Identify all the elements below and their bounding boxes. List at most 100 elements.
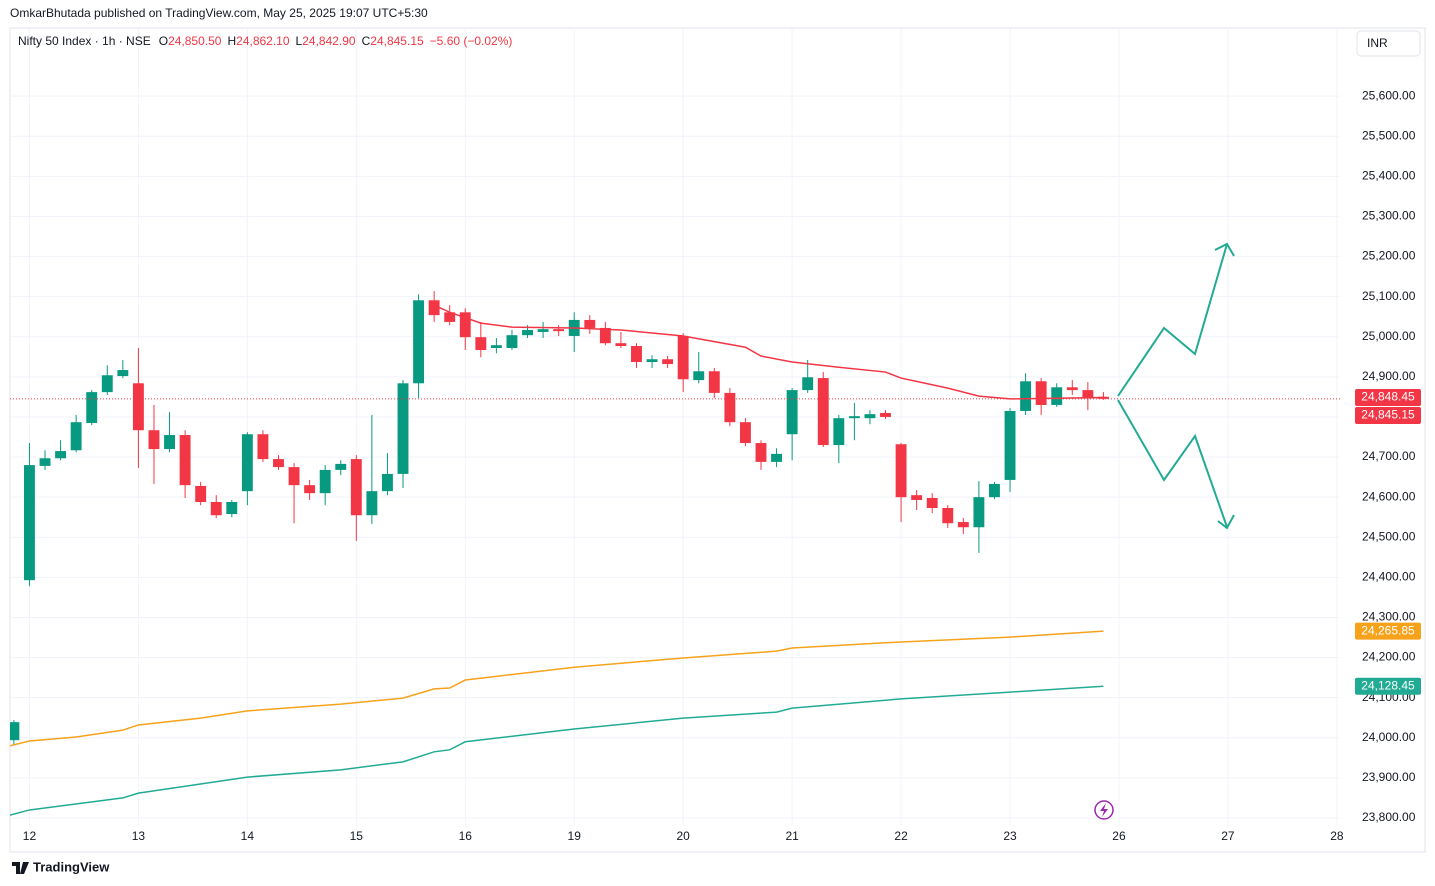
candle-body	[615, 343, 627, 346]
x-tick-label: 15	[350, 829, 364, 843]
candle-body	[381, 473, 393, 492]
x-tick-label: 26	[1112, 829, 1126, 843]
logo: TradingView	[12, 859, 110, 874]
candle-body	[241, 434, 253, 492]
candle-body	[755, 443, 767, 462]
candle-body	[1051, 387, 1063, 405]
candle-body	[444, 312, 456, 322]
x-tick-label: 19	[568, 829, 582, 843]
candle-body	[973, 497, 985, 528]
legend-key: L	[296, 34, 303, 48]
candle-body	[708, 371, 720, 393]
y-tick-label: 24,900.00	[1362, 369, 1416, 383]
candle-body	[101, 375, 113, 393]
y-tick-label: 25,200.00	[1362, 249, 1416, 263]
candle-body	[288, 467, 300, 486]
candle-body	[802, 377, 814, 391]
candle-body	[117, 370, 129, 377]
candle-body	[70, 422, 82, 451]
candle-body	[335, 463, 347, 470]
candle-body	[10, 722, 20, 741]
candle-body	[989, 483, 1000, 498]
candle-body	[366, 491, 378, 516]
candle-body	[39, 458, 51, 466]
candle-body	[1020, 381, 1032, 411]
x-tick-label: 21	[785, 829, 799, 843]
ma-line	[10, 630, 1104, 747]
legend: Nifty 50 Index · 1h · NSE O24,850.50 H24,8…	[18, 34, 512, 48]
price-label: 24,845.15	[1361, 408, 1415, 422]
price-label: 24,848.45	[1361, 390, 1415, 404]
candle-body	[506, 335, 518, 349]
candle-body	[599, 327, 611, 344]
y-tick-label: 24,200.00	[1362, 650, 1416, 664]
y-tick-label: 24,300.00	[1362, 610, 1416, 624]
y-tick-label: 24,000.00	[1362, 730, 1416, 744]
price-label-box	[1355, 677, 1421, 695]
frame	[9, 27, 1426, 853]
candle-body	[895, 444, 907, 498]
candle-body	[911, 495, 923, 500]
y-tick-label: 24,400.00	[1362, 570, 1416, 584]
price-label: 24,128.45	[1361, 678, 1415, 692]
grid	[10, 28, 1340, 826]
candle-body	[319, 469, 331, 494]
candle-body	[164, 435, 175, 450]
y-tick-label: 24,600.00	[1362, 489, 1416, 503]
legend-value: 24,850.50	[168, 34, 222, 48]
candle-body	[584, 319, 596, 328]
currency-button[interactable]: INR	[1356, 30, 1421, 57]
candle-body	[942, 508, 954, 524]
x-tick-label: 13	[132, 829, 146, 843]
candle-body	[226, 501, 238, 515]
x-tick-label: 16	[459, 829, 473, 843]
plot	[10, 242, 1340, 816]
publisher: OmkarBhutada published on TradingView.co…	[10, 6, 428, 20]
candle-body	[132, 383, 144, 431]
candle-body	[195, 485, 207, 502]
candle-body	[257, 434, 269, 460]
x-tick-label: 12	[23, 829, 37, 843]
candle-body	[693, 371, 705, 381]
candle-body	[739, 422, 751, 444]
legend-value: 24,845.15	[370, 34, 424, 48]
y-tick-label: 23,900.00	[1362, 770, 1416, 784]
candle-body	[179, 435, 191, 486]
candle-body	[848, 416, 860, 419]
candle-body	[631, 345, 642, 363]
x-tick-label: 22	[894, 829, 908, 843]
candle-body	[148, 430, 160, 450]
candle-body	[350, 459, 362, 516]
candle-body	[677, 335, 689, 380]
candle-body	[553, 329, 565, 332]
candle-body	[273, 459, 284, 468]
x-tick-label: 28	[1330, 829, 1344, 843]
candle-body	[771, 453, 783, 462]
candle-body	[24, 465, 35, 581]
candle-body	[475, 337, 487, 351]
candle-body	[428, 300, 440, 316]
lightning-icon[interactable]	[1094, 800, 1114, 820]
currency[interactable]: INR	[1367, 36, 1388, 50]
y-tick-label: 24,700.00	[1362, 449, 1416, 463]
ma-line	[10, 685, 1104, 816]
candle-body	[662, 359, 674, 365]
y-tick-label: 25,300.00	[1362, 209, 1416, 223]
legend-change: −5.60 (−0.02%)	[430, 34, 513, 48]
candle-body	[304, 485, 316, 494]
candle-body	[1066, 387, 1078, 391]
price-label-box	[1355, 407, 1421, 425]
candle-body	[522, 329, 533, 336]
legend-value: 24,862.10	[236, 34, 290, 48]
price-label-box	[1355, 622, 1421, 640]
candle-body	[210, 501, 222, 516]
candle-body	[490, 345, 502, 349]
candle-body	[724, 392, 736, 423]
candle-body	[833, 418, 845, 446]
candle-body	[926, 497, 938, 509]
candle-body	[957, 522, 969, 528]
axes: 23,800.0023,900.0024,000.0024,100.0024,2…	[23, 88, 1421, 843]
y-tick-label: 25,500.00	[1362, 128, 1416, 142]
candle-body	[537, 329, 549, 332]
candle-body	[397, 383, 409, 474]
